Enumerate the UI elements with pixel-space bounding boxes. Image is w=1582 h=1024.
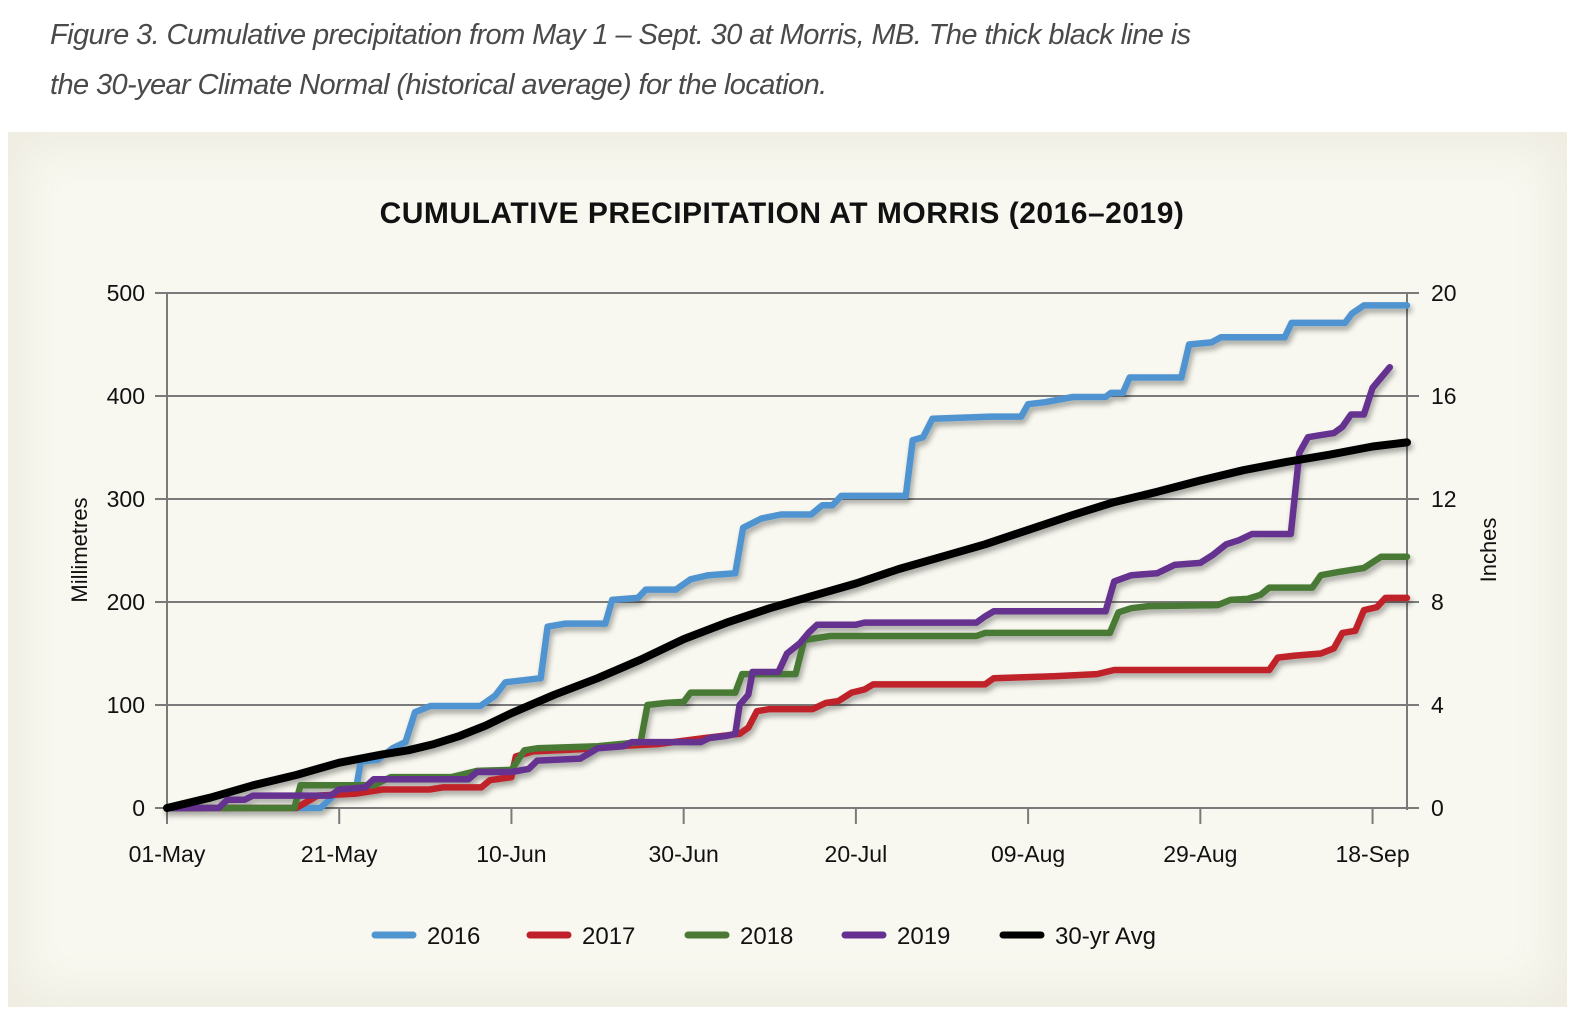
y-tick-label: 0 <box>132 795 145 821</box>
series-line-30-yr-avg <box>163 438 1411 812</box>
caption-line-1: Figure 3. Cumulative precipitation from … <box>50 19 1191 51</box>
gridlines <box>155 292 1419 809</box>
y2-axis-label: Inches <box>1476 518 1501 583</box>
y-tick-label: 300 <box>107 486 145 512</box>
x-tick-label: 18-Sep <box>1335 841 1409 867</box>
legend-label-2019: 2019 <box>897 923 950 950</box>
legend-label-2018: 2018 <box>740 923 793 950</box>
x-tick-label: 29-Aug <box>1163 841 1237 867</box>
x-tick-label: 30-Jun <box>649 841 719 867</box>
y2-tick-label: 8 <box>1431 589 1444 615</box>
y-axis-label: Millimetres <box>67 497 92 602</box>
y2-tick-label: 12 <box>1431 486 1457 512</box>
legend-label-2017: 2017 <box>582 923 635 950</box>
series-line-2016 <box>163 302 1411 812</box>
series-line-2019 <box>163 363 1394 812</box>
x-tick-label: 20-Jul <box>825 841 888 867</box>
legend-label-2016: 2016 <box>427 923 480 950</box>
y-tick-label: 100 <box>107 692 145 718</box>
axes: 0 0 100 4 200 8 300 12 400 16 500 20 01-May 21-May 10-… <box>107 280 1457 867</box>
y-tick-label: 400 <box>107 383 145 409</box>
series-line-2018 <box>163 553 1411 812</box>
legend-label-30-yr-avg: 30-yr Avg <box>1055 923 1156 950</box>
x-tick-label: 21-May <box>301 841 378 867</box>
y2-tick-label: 16 <box>1431 383 1457 409</box>
y2-tick-label: 0 <box>1431 795 1444 821</box>
y2-tick-label: 4 <box>1431 692 1444 718</box>
chart-panel <box>8 132 1567 1007</box>
x-tick-label: 10-Jun <box>476 841 546 867</box>
caption-line-2: the 30-year Climate Normal (historical a… <box>50 69 827 101</box>
legend: 2016 2017 2018 2019 30-yr Avg <box>371 923 1156 950</box>
figure-caption: Figure 3. Cumulative precipitation from … <box>50 10 1530 110</box>
series-lines <box>163 302 1411 812</box>
chart-title: CUMULATIVE PRECIPITATION AT MORRIS (2016… <box>380 197 1185 230</box>
y2-tick-label: 20 <box>1431 280 1457 306</box>
x-tick-label: 09-Aug <box>991 841 1065 867</box>
series-line-2017 <box>163 594 1411 812</box>
y-tick-label: 200 <box>107 589 145 615</box>
y-tick-label: 500 <box>107 280 145 306</box>
x-tick-label: 01-May <box>129 841 206 867</box>
